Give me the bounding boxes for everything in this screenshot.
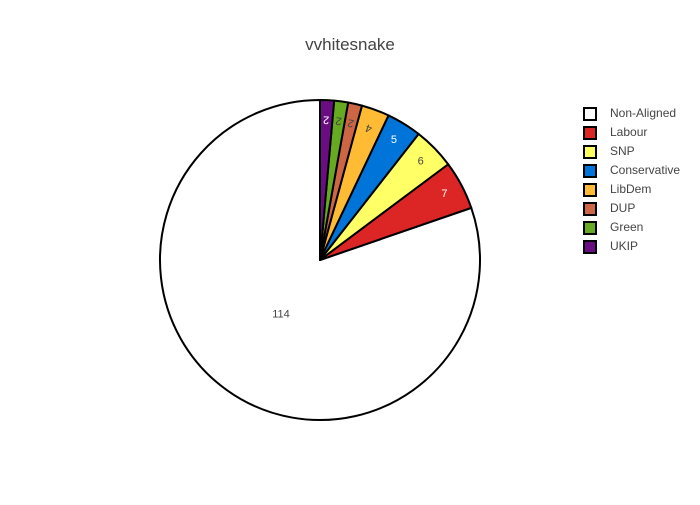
legend-label-ukip: UKIP (610, 239, 638, 253)
slice-value-label-libdem: 4 (364, 121, 374, 134)
pie-slices (159, 99, 481, 421)
pie-slice-ukip[interactable] (319, 99, 336, 261)
chart-title: vvhitesnake (305, 35, 395, 54)
legend-item-labour[interactable]: Labour (583, 125, 647, 140)
legend-item-non-aligned[interactable]: Non-Aligned (583, 106, 676, 121)
legend-swatch-conservative (583, 164, 597, 178)
legend-label-dup: DUP (610, 201, 635, 215)
legend-item-snp[interactable]: SNP (583, 144, 635, 159)
legend-item-ukip[interactable]: UKIP (583, 239, 638, 254)
legend-label-labour: Labour (610, 125, 647, 139)
legend-item-conservative[interactable]: Conservative (583, 163, 680, 178)
legend-swatch-ukip (583, 240, 597, 254)
legend-swatch-dup (583, 202, 597, 216)
legend-item-dup[interactable]: DUP (583, 201, 635, 216)
slice-value-label-conservative: 5 (391, 134, 397, 146)
legend-label-conservative: Conservative (610, 163, 680, 177)
legend-item-libdem[interactable]: LibDem (583, 182, 651, 197)
legend-swatch-non-aligned (583, 107, 597, 121)
legend-swatch-labour (583, 126, 597, 140)
legend-swatch-snp (583, 145, 597, 159)
slice-value-label-snp: 6 (418, 155, 424, 167)
slice-value-label-ukip: 2 (323, 113, 330, 125)
slice-value-label-dup: 2 (347, 116, 356, 129)
legend-label-libdem: LibDem (610, 182, 651, 196)
slice-value-label-labour: 7 (441, 188, 447, 200)
legend-item-green[interactable]: Green (583, 220, 643, 235)
legend-swatch-libdem (583, 183, 597, 197)
legend-label-green: Green (610, 220, 643, 234)
slice-value-label-non-aligned: 114 (272, 309, 290, 321)
legend: Non-Aligned Labour SNP Conservative LibDem DU… (583, 106, 680, 254)
slice-value-label-green: 2 (335, 114, 343, 127)
legend-label-non-aligned: Non-Aligned (610, 106, 676, 120)
legend-swatch-green (583, 221, 597, 235)
legend-label-snp: SNP (610, 144, 635, 158)
